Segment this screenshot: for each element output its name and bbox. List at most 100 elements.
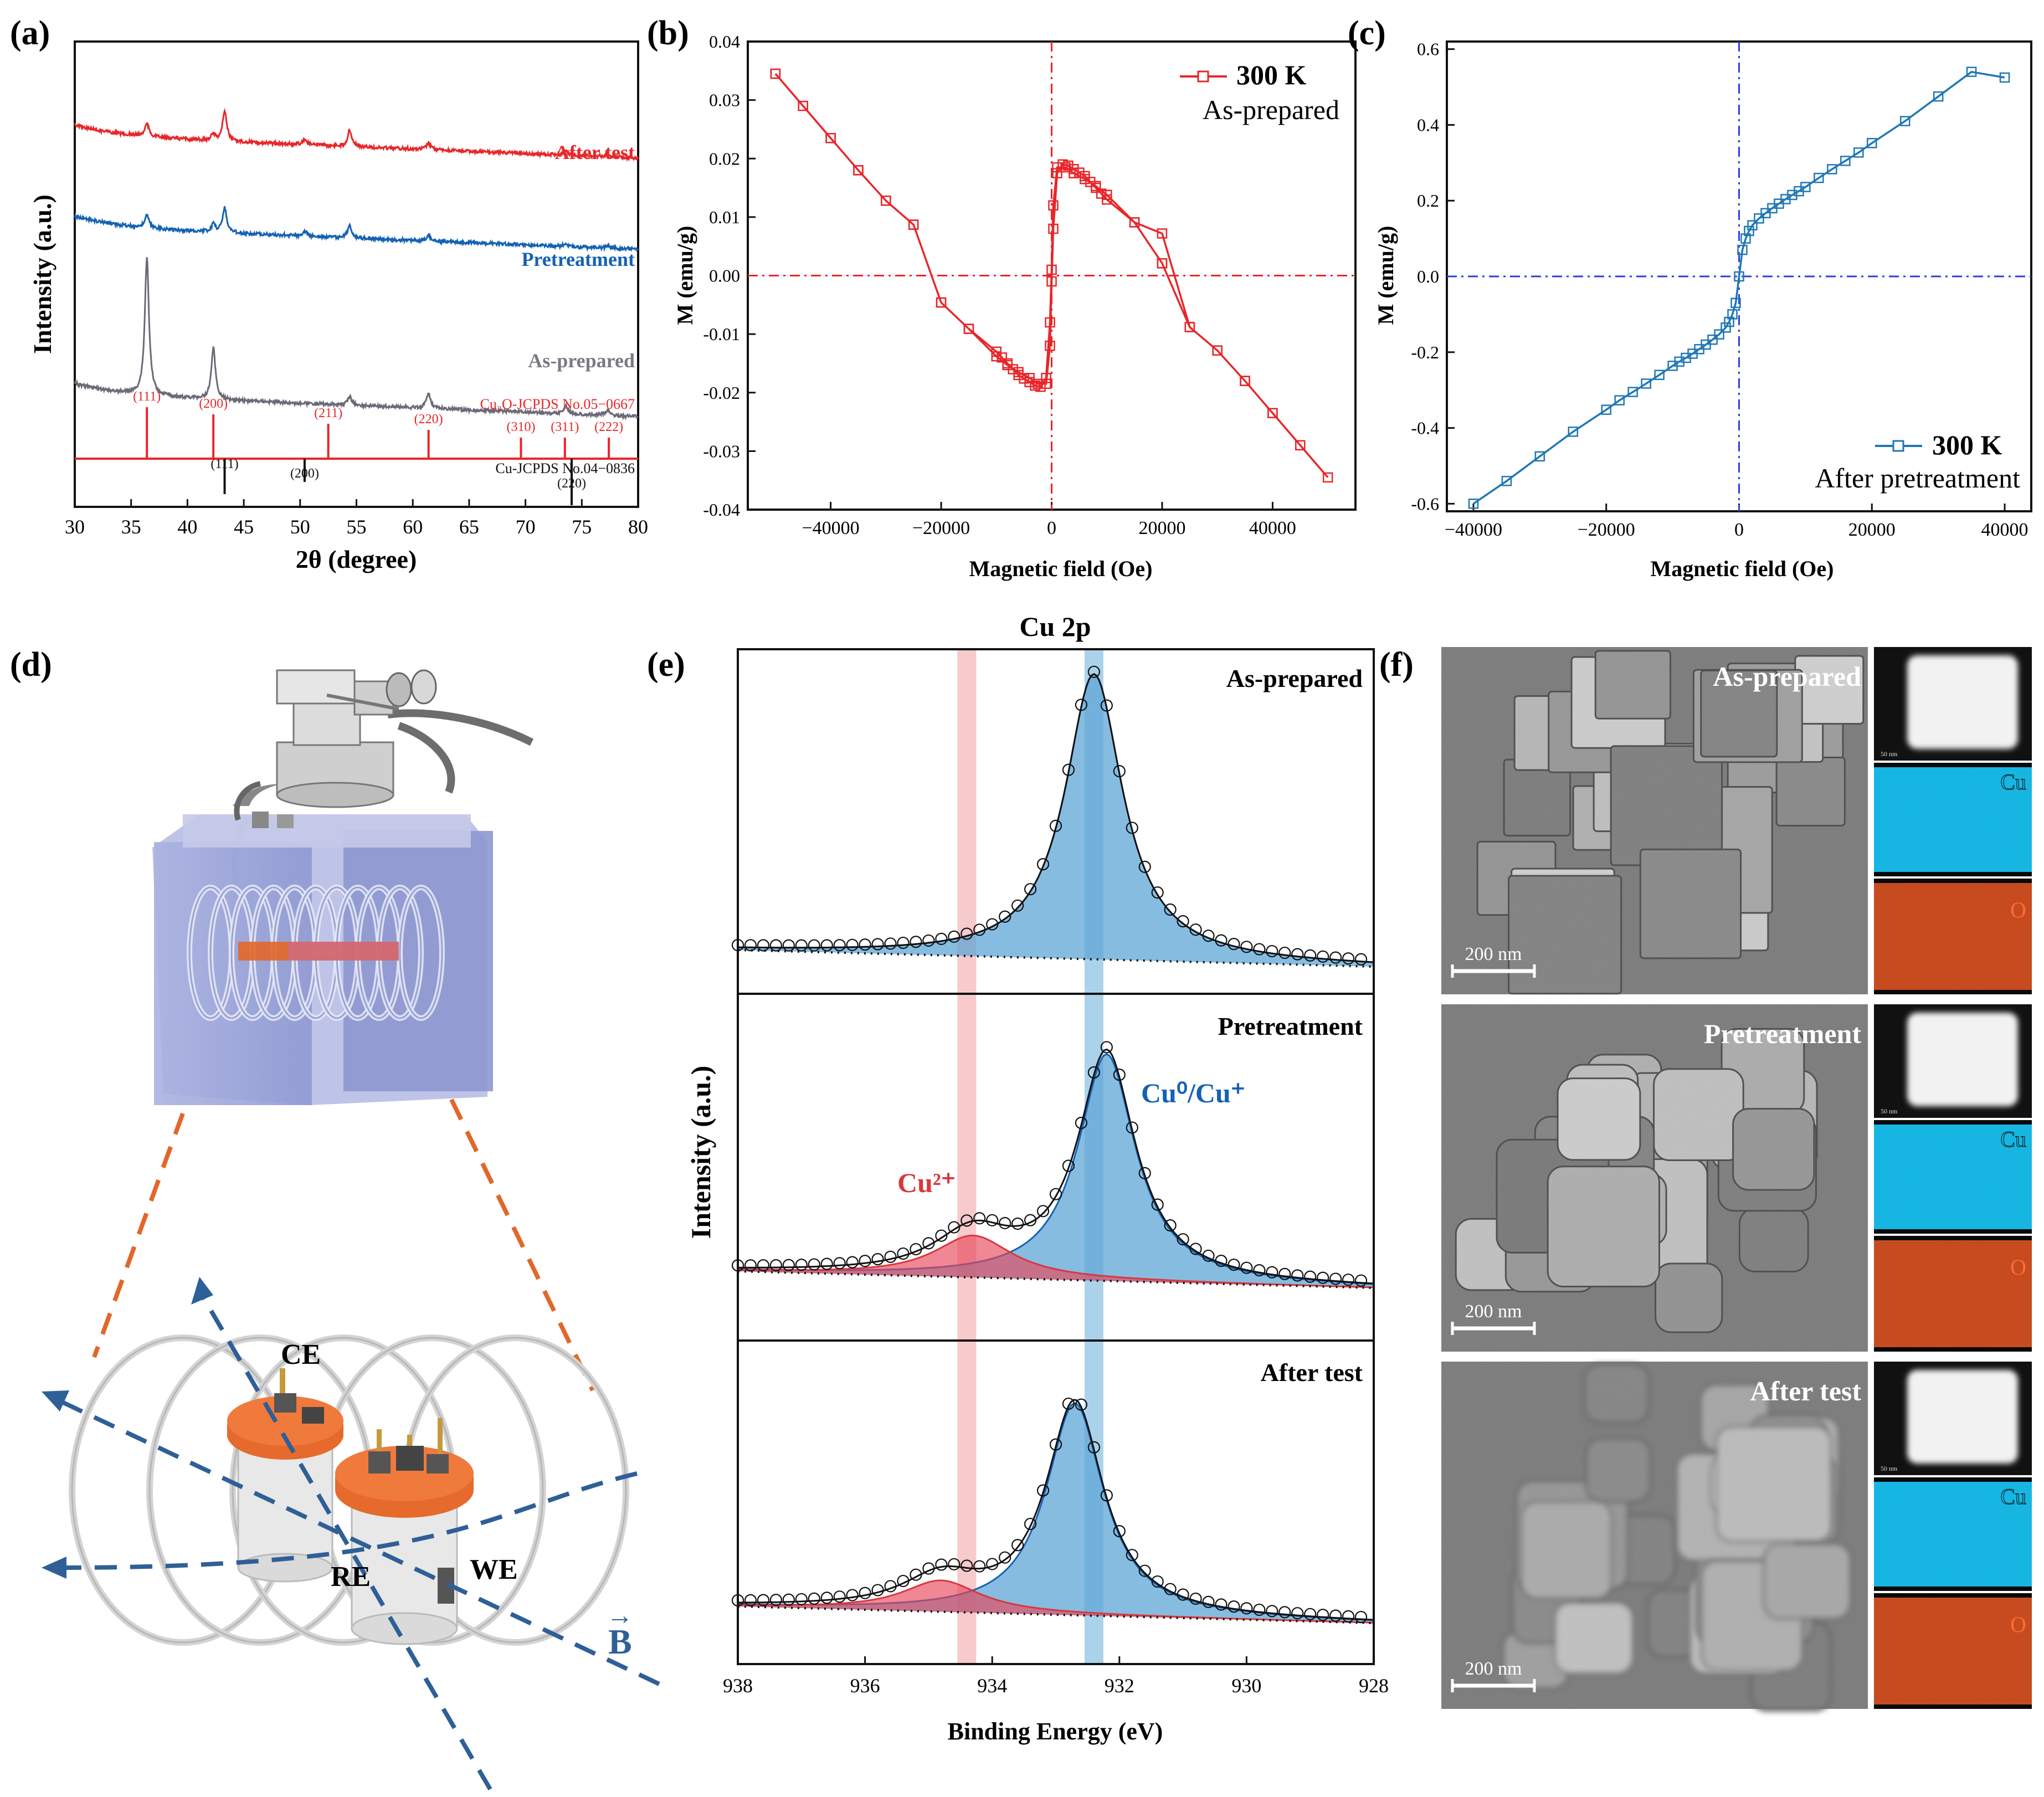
data-point (1184, 322, 1195, 332)
xps-data-point (769, 939, 782, 952)
xps-data-point (1164, 1219, 1177, 1232)
xps-data-point (1329, 951, 1342, 964)
xps-data-point (1075, 1117, 1088, 1129)
panel-c-plot (1468, 66, 2010, 509)
xps-data-point (1329, 1609, 1342, 1622)
xps-data-point (1202, 1595, 1215, 1608)
xps-data-point (859, 938, 871, 951)
data-point (1714, 329, 1724, 340)
x-tick-label: 40000 (1981, 520, 2028, 540)
y-tick-label: -0.2 (1411, 342, 1439, 362)
xps-data-point (1278, 1606, 1291, 1619)
panel-b-label: (b) (647, 14, 689, 52)
xps-data-point (1164, 903, 1177, 916)
xps-data-point (1215, 934, 1228, 947)
xps-data-point (1113, 1069, 1126, 1081)
data-point (1322, 472, 1333, 483)
data-point (1008, 364, 1018, 374)
xps-data-point (871, 1584, 884, 1596)
data-point (991, 346, 1002, 357)
coil-turn-edge (399, 886, 443, 1019)
xps-data-point (1126, 1121, 1138, 1134)
data-point (1814, 172, 1824, 183)
xps-data-point (1100, 699, 1113, 712)
data-point (1867, 138, 1877, 148)
xps-data-point (820, 939, 833, 952)
xps-data-point (769, 1594, 782, 1606)
xps-data-point (782, 939, 795, 952)
data-point (1933, 91, 1944, 102)
data-point (1030, 380, 1040, 391)
data-point (1080, 173, 1090, 184)
data-point (1267, 408, 1278, 418)
xps-data-point (1317, 950, 1329, 963)
xps-envelope (738, 1399, 1374, 1621)
panel-e-x-ticks: 938 936 934 932 930 928 (723, 1656, 1389, 1697)
x-tick-label: 80 (628, 516, 648, 538)
x-tick-label: 40000 (1249, 518, 1296, 538)
xps-data-point (1177, 1233, 1189, 1246)
xps-data-point (948, 1221, 961, 1234)
haadf-particle (1907, 1370, 2018, 1464)
y-tick-label: 0.2 (1417, 191, 1439, 210)
panel-b-xlabel: Magnetic field (Oe) (969, 556, 1153, 581)
xps-data-point (833, 1257, 846, 1270)
x-tick-label: 938 (723, 1675, 753, 1697)
xps-data-point (1228, 1600, 1240, 1613)
xps-data-point (1151, 1575, 1164, 1588)
panel-f-micrographs: As-prepared 200 nm 50 nm Cu O Pretreatment 200… (1441, 647, 2032, 1712)
data-point (1046, 276, 1057, 287)
panel-b-plot (770, 68, 1333, 483)
xps-data-point (846, 938, 859, 951)
xps-fill-cu0 (738, 1403, 1374, 1623)
xps-data-point (1342, 952, 1355, 965)
data-point (1468, 499, 1479, 509)
xps-data-point (973, 923, 986, 936)
xps-data-point (1240, 1261, 1253, 1274)
data-point (1721, 322, 1731, 333)
data-point (1157, 258, 1168, 269)
xps-data-point (973, 1212, 986, 1225)
xps-data-point (1253, 1603, 1266, 1616)
x-tick-label: −20000 (912, 518, 970, 538)
data-point (1101, 189, 1112, 200)
zoom-guide-right (449, 1098, 595, 1392)
data-point (1057, 159, 1068, 170)
xps-data-point (1024, 1214, 1037, 1226)
ref-hkl-cu2o: (222) (594, 420, 623, 434)
panel-a-series-label-as-prepared: As-prepared (528, 350, 635, 372)
xps-data-point (1062, 1159, 1075, 1172)
xps-data-point (1240, 941, 1253, 953)
data-point (1724, 316, 1734, 327)
xps-data-point (1113, 765, 1126, 778)
xps-data-point (820, 1257, 833, 1270)
xps-data-point (910, 1568, 922, 1581)
x-tick-label: 55 (347, 516, 367, 538)
micrograph-row-after-test: After test 200 nm 50 nm Cu O (1441, 1362, 2032, 1712)
micrograph-row-as-prepared: As-prepared 200 nm 50 nm Cu O (1441, 647, 2032, 995)
y-tick-label: 0.4 (1417, 115, 1439, 135)
xps-data-point (999, 910, 1011, 923)
xps-data-point (1126, 822, 1138, 834)
xps-fill-cu0 (738, 1054, 1374, 1288)
panel-d: (d) (10, 646, 660, 1791)
xps-data-point (1087, 1066, 1100, 1079)
data-point (1737, 244, 1748, 255)
xps-data-point (1049, 819, 1062, 832)
panel-c: (c) −40000 −20000 0 20000 40000 -0.6 -0.4 -0.2 0… (1348, 14, 2032, 581)
xps-data-point (859, 1587, 871, 1599)
ref-hkl-cu2o: (111) (133, 389, 161, 404)
x-tick-label: 65 (459, 516, 479, 538)
xps-data-point (1329, 1272, 1342, 1285)
y-tick-label: 0.6 (1417, 39, 1439, 59)
y-tick-label: 0.02 (709, 148, 740, 168)
xps-data-point (910, 936, 922, 948)
data-point (1019, 373, 1029, 384)
eds-scale-label: 50 nm (1881, 750, 1898, 758)
xps-data-point (1253, 943, 1266, 956)
eds-cu-texture (1874, 1125, 2032, 1229)
panel-d-label: (d) (10, 646, 52, 684)
xps-data-point (897, 1247, 910, 1260)
xps-data-point (1228, 1259, 1240, 1271)
panel-e-sub-pretreatment: Pretreatment (1218, 1012, 1363, 1040)
